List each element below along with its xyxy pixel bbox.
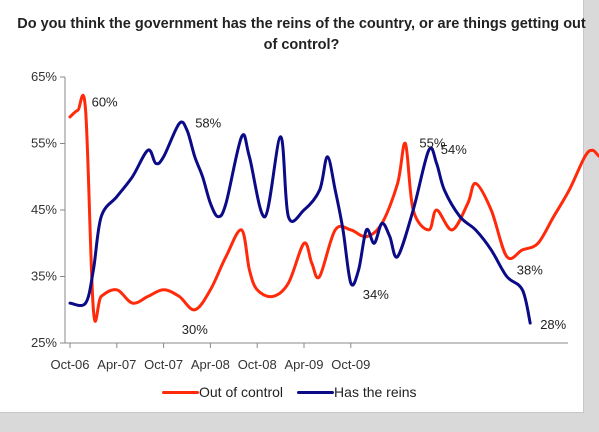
y-tick-label: 55%: [31, 136, 57, 151]
x-tick-label: Apr-08: [191, 357, 230, 372]
y-tick-label: 65%: [31, 69, 57, 84]
y-tick-label: 35%: [31, 269, 57, 284]
data-label-out-of-control: 55%: [419, 136, 445, 151]
y-tick-label: 45%: [31, 202, 57, 217]
legend-label-has-the-reins: Has the reins: [334, 384, 417, 400]
data-label-out-of-control: 30%: [182, 322, 208, 337]
chart-panel: [0, 0, 584, 413]
x-tick-label: Oct-07: [144, 357, 183, 372]
series-line-out-of-control: [68, 93, 599, 323]
data-label-out-of-control: 60%: [92, 94, 118, 109]
x-tick-label: Oct-08: [238, 357, 277, 372]
chart-title: Do you think the government has the rein…: [17, 16, 586, 53]
series-line-has-the-reins: [68, 120, 532, 325]
data-label-has-the-reins: 34%: [363, 287, 389, 302]
legend-label-out-of-control: Out of control: [199, 384, 284, 400]
y-tick-label: 25%: [31, 335, 57, 350]
legend-swatch-out-of-control: [162, 390, 199, 394]
chart-legend: Out of control Has the reins: [162, 384, 431, 400]
data-label-has-the-reins: 28%: [540, 317, 566, 332]
data-label-out-of-control: 38%: [517, 263, 543, 278]
x-tick-label: Oct-06: [50, 357, 89, 372]
x-tick-label: Oct-09: [331, 357, 370, 372]
x-tick-label: Apr-07: [97, 357, 136, 372]
data-label-has-the-reins: 54%: [441, 142, 467, 157]
legend-swatch-has-the-reins: [297, 390, 335, 394]
data-label-has-the-reins: 58%: [195, 116, 221, 131]
legend-item-out-of-control: Out of control: [162, 384, 283, 400]
legend-item-has-the-reins: Has the reins: [297, 384, 417, 400]
x-tick-label: Apr-09: [284, 357, 323, 372]
